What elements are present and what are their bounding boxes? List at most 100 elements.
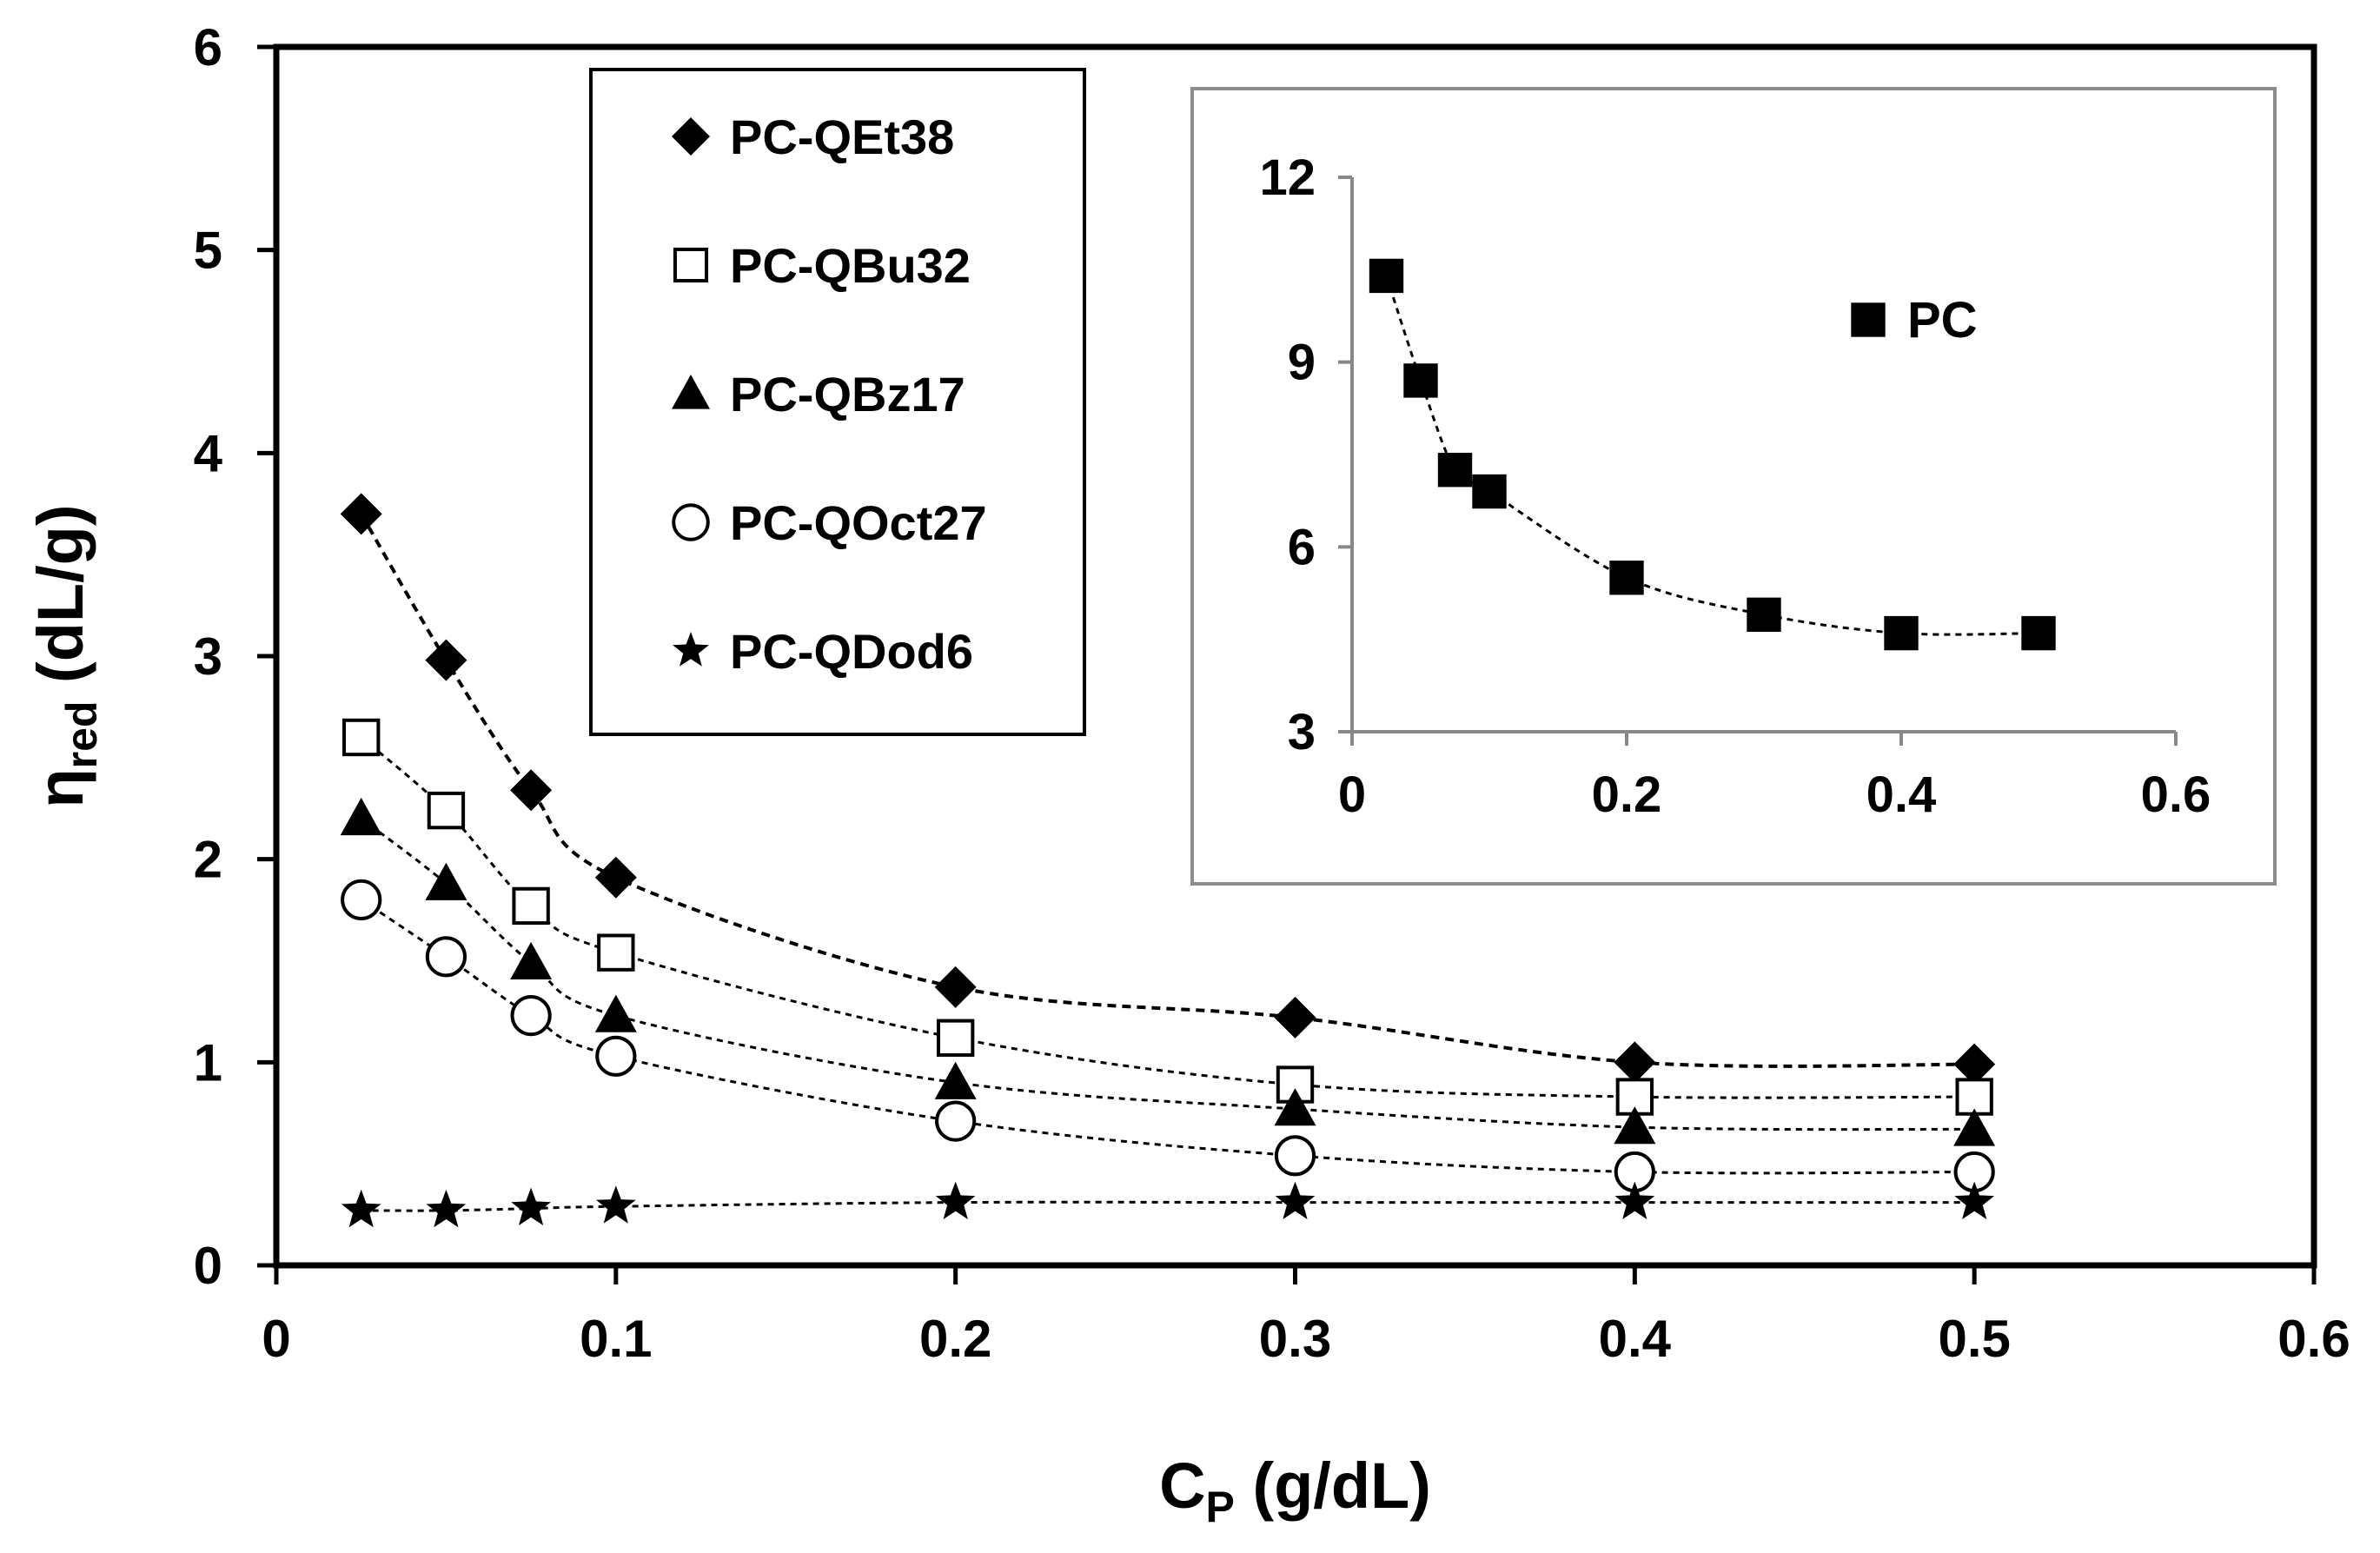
point-pc-qet38	[1614, 1041, 1656, 1084]
y-tick-label: 2	[194, 831, 222, 889]
point-pc-qbz17	[425, 862, 467, 900]
legend-label: PC-QOct27	[730, 495, 987, 550]
inset-x-tick-label: 0	[1338, 767, 1366, 823]
inset-point-pc	[1369, 258, 1404, 294]
main-data-points	[340, 493, 1996, 1228]
y-tick-label: 4	[194, 424, 223, 482]
legend-entry-pc-qdod6: PC-QDod6	[673, 624, 973, 679]
point-pc-qbz17	[594, 994, 637, 1032]
y-tick-label: 5	[194, 222, 222, 280]
legend-marker-pc-qbz17	[672, 375, 710, 409]
x-axis-label: CP (g/dL)	[1159, 1450, 1431, 1531]
legend-label: PC-QBu32	[730, 238, 971, 293]
y-tick-label: 6	[194, 18, 222, 76]
point-pc-qbz17	[1953, 1108, 1996, 1146]
inset-x-tick-label: 0.4	[1866, 767, 1937, 823]
point-pc-qdod6	[341, 1189, 381, 1228]
legend-box	[589, 68, 1086, 736]
point-pc-qdod6	[596, 1185, 636, 1224]
inset-ticks: 0 0.2 0.4 0.6 3 6 9 12	[1259, 149, 2211, 823]
point-pc-qet38	[1274, 996, 1316, 1039]
legend-label: PC-QEt38	[730, 110, 954, 164]
point-pc-qdod6	[511, 1187, 551, 1225]
point-pc-qoct27	[510, 994, 552, 1037]
inset-point-pc	[1437, 453, 1473, 488]
point-pc-qdod6	[426, 1189, 467, 1228]
x-tick-label: 0.6	[2277, 1310, 2350, 1368]
inset-legend-label: PC	[1907, 292, 1978, 348]
legend-entry-pc-qet38: PC-QEt38	[672, 110, 954, 164]
inset-point-pc	[1472, 474, 1507, 509]
main-x-ticks: 0 0.1 0.2 0.3 0.4 0.5 0.6	[262, 1265, 2350, 1368]
inset-y-tick-label: 12	[1259, 149, 1316, 206]
inset-point-pc	[1609, 561, 1644, 595]
point-pc-qet38	[934, 966, 977, 1008]
trendline-pc-qoct27	[360, 899, 1975, 1175]
inset-x-tick-label: 0.6	[2141, 767, 2211, 823]
point-pc-qbu32	[1955, 1078, 1993, 1116]
point-pc-qbz17	[934, 1061, 977, 1099]
point-pc-qbu32	[427, 791, 466, 830]
inset-plot: 0 0.2 0.4 0.6 3 6 9 12 PC	[1190, 87, 2277, 886]
point-pc-qbu32	[597, 933, 635, 972]
inset-frame	[1190, 87, 2277, 886]
legend: PC-QEt38 PC-QBu32 PC-QBz17 PC-QOct27 PC-QDod…	[589, 68, 1086, 736]
legend-entry-pc-qbz17: PC-QBz17	[672, 367, 965, 421]
point-pc-qdod6	[1275, 1181, 1316, 1219]
inset-data-points	[1369, 258, 2056, 651]
y-tick-label: 0	[194, 1237, 222, 1295]
trendline-pc-qdod6	[361, 1200, 1975, 1212]
legend-marker-pc-qet38	[672, 117, 710, 156]
legend-marker-pc-qoct27	[672, 503, 710, 541]
point-pc-qet38	[340, 493, 382, 535]
point-pc-qbz17	[510, 941, 553, 980]
y-tick-label: 1	[194, 1033, 222, 1092]
inset-y-tick-label: 6	[1288, 519, 1316, 575]
legend-label: PC-QDod6	[730, 624, 973, 679]
point-pc-qbz17	[1614, 1106, 1656, 1145]
inset-point-pc	[2021, 615, 2056, 651]
inset-y-tick-label: 3	[1288, 704, 1316, 760]
trendline-pc-qet38	[359, 513, 1975, 1068]
x-tick-label: 0.3	[1259, 1310, 1331, 1368]
point-pc-qoct27	[341, 879, 382, 921]
point-pc-qoct27	[425, 936, 467, 978]
x-tick-label: 0.5	[1938, 1310, 2010, 1368]
point-pc-qoct27	[1274, 1135, 1316, 1177]
legend-entry-pc-qbu32: PC-QBu32	[673, 238, 971, 293]
inset-point-pc	[1403, 363, 1438, 398]
legend-entry-pc-qoct27: PC-QOct27	[672, 495, 987, 550]
y-tick-label: 3	[194, 627, 222, 686]
legend-label: PC-QBz17	[730, 367, 965, 421]
inset-x-tick-label: 0.2	[1592, 767, 1662, 823]
point-pc-qet38	[425, 639, 467, 681]
point-pc-qbu32	[512, 886, 550, 926]
x-tick-label: 0.1	[580, 1310, 652, 1368]
x-tick-label: 0	[262, 1310, 290, 1368]
inset-point-pc	[1747, 597, 1781, 632]
point-pc-qoct27	[595, 1035, 637, 1077]
point-pc-qdod6	[935, 1181, 976, 1219]
x-tick-label: 0.4	[1599, 1310, 1672, 1368]
inset-point-pc	[1884, 615, 1919, 651]
point-pc-qbu32	[342, 718, 381, 757]
y-axis-label: ηred (dL/g)	[24, 504, 106, 807]
point-pc-qet38	[510, 769, 553, 812]
inset-legend: PC	[1851, 292, 1978, 348]
point-pc-qet38	[594, 856, 637, 899]
point-pc-qbu32	[936, 1019, 975, 1057]
inset-axes	[1350, 177, 2176, 733]
x-tick-label: 0.2	[919, 1310, 991, 1368]
point-pc-qbz17	[1274, 1088, 1316, 1126]
main-y-ticks: 0 1 2 3 4 5 6	[194, 18, 276, 1295]
point-pc-qet38	[1953, 1043, 1996, 1085]
inset-legend-entry-pc: PC	[1851, 292, 1978, 348]
legend-marker-pc-qbu32	[673, 247, 709, 283]
legend-marker-pc-qdod6	[673, 632, 709, 667]
inset-y-tick-label: 9	[1288, 335, 1316, 391]
point-pc-qbz17	[340, 797, 382, 836]
inset-legend-marker	[1851, 302, 1886, 337]
